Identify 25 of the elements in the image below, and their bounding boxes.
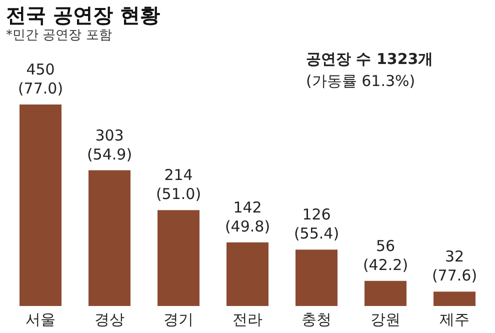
x-tick-label: 충청 <box>302 310 332 328</box>
data-label: 32 (77.6) <box>432 248 478 285</box>
x-tick-label: 강원 <box>370 310 400 328</box>
text: (가동률 61.3%) <box>306 72 416 90</box>
data-label: 56 (42.2) <box>362 236 408 274</box>
chart-title: 전국 공연장 현황 <box>6 3 160 27</box>
x-tick-label: 서울 <box>26 310 56 328</box>
data-label: 214 (51.0) <box>156 166 202 204</box>
text: 공연장 수 1323개 <box>306 50 434 68</box>
bar <box>158 210 200 306</box>
chart-subtitle: *민간 공연장 포함 <box>6 28 112 43</box>
x-tick-label: 전라 <box>232 310 262 328</box>
data-label: 303 (54.9) <box>86 126 132 164</box>
x-tick-label: 경상 <box>94 310 124 328</box>
x-tick-label: 제주 <box>440 310 470 328</box>
data-label: 450 (77.0) <box>18 60 64 98</box>
bar <box>20 104 62 306</box>
bar <box>434 292 476 306</box>
data-label: 142 (49.8) <box>224 198 270 236</box>
data-label: 126 (55.4) <box>294 206 340 243</box>
bar <box>296 250 338 306</box>
bar <box>364 280 406 306</box>
bar <box>88 170 130 306</box>
bar <box>226 242 268 306</box>
x-tick-label: 경기 <box>164 310 194 328</box>
